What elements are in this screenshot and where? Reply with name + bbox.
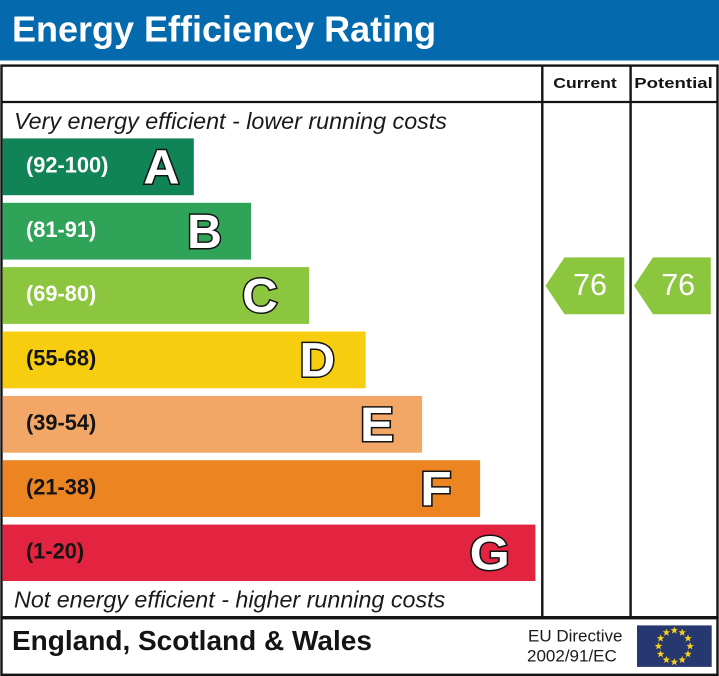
svg-text:Current: Current [553, 75, 617, 92]
svg-text:EU Directive: EU Directive [528, 627, 622, 646]
svg-text:B: B [187, 206, 222, 259]
svg-text:76: 76 [573, 268, 607, 302]
svg-text:(39-54): (39-54) [26, 410, 96, 435]
svg-text:76: 76 [661, 268, 695, 302]
svg-text:2002/91/EC: 2002/91/EC [527, 647, 617, 666]
svg-text:(55-68): (55-68) [26, 346, 96, 371]
svg-text:Very energy efficient - lower: Very energy efficient - lower running co… [14, 108, 447, 134]
svg-text:(1-20): (1-20) [26, 539, 84, 564]
svg-text:G: G [470, 528, 510, 581]
svg-text:E: E [360, 399, 394, 452]
svg-text:Potential: Potential [634, 75, 713, 92]
svg-text:(69-80): (69-80) [26, 281, 96, 306]
svg-text:F: F [420, 463, 451, 516]
svg-text:D: D [300, 335, 336, 388]
svg-text:A: A [143, 141, 179, 194]
svg-text:Energy Efficiency Rating: Energy Efficiency Rating [12, 9, 436, 50]
svg-text:England, Scotland & Wales: England, Scotland & Wales [12, 625, 372, 656]
svg-text:(81-91): (81-91) [26, 217, 96, 242]
svg-text:C: C [242, 270, 278, 323]
svg-text:(21-38): (21-38) [26, 474, 96, 499]
svg-text:Not energy efficient - higher: Not energy efficient - higher running co… [14, 587, 446, 613]
svg-text:(92-100): (92-100) [26, 153, 108, 178]
